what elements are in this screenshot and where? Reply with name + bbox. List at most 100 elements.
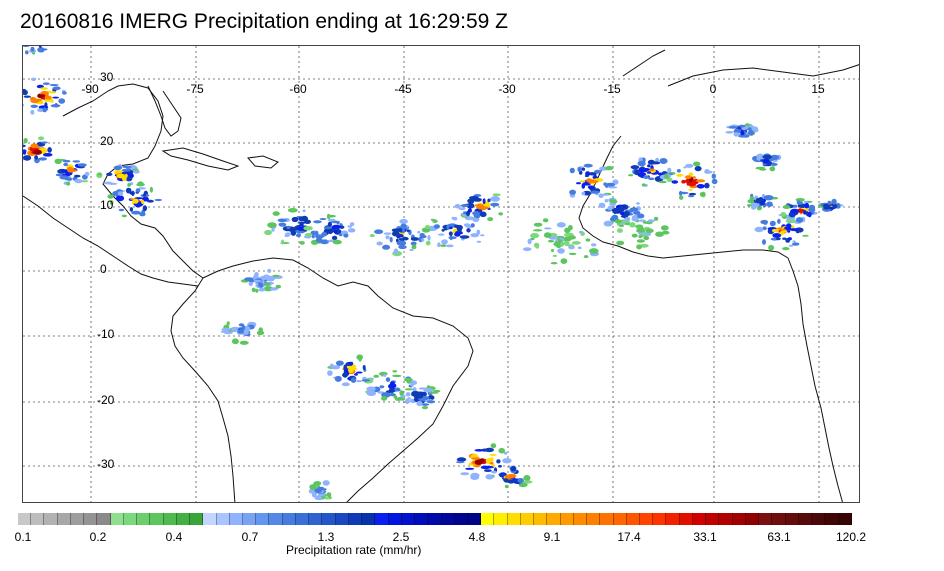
precip-cell xyxy=(23,144,26,148)
precip-cell xyxy=(349,222,355,227)
precip-cell xyxy=(327,218,336,222)
precip-cell xyxy=(742,134,750,138)
precip-cell xyxy=(382,244,391,250)
precip-cell xyxy=(522,247,532,252)
precip-cell xyxy=(331,224,341,230)
colorbar-tick-label: 120.2 xyxy=(835,530,867,544)
precip-cell xyxy=(679,196,683,199)
precip-cell xyxy=(412,244,417,249)
precip-cell xyxy=(711,178,718,185)
precip-cell xyxy=(581,191,586,196)
colorbar-cell xyxy=(348,513,363,525)
precip-cell xyxy=(588,178,594,184)
precip-cell xyxy=(643,236,650,241)
colorbar-cell xyxy=(454,513,468,525)
precip-cell xyxy=(106,172,113,176)
coastline-cuba xyxy=(161,147,240,171)
precip-cell xyxy=(507,479,515,484)
precip-cell xyxy=(23,95,31,98)
precip-cell xyxy=(763,221,768,225)
precip-cell xyxy=(646,171,652,174)
precip-cell xyxy=(504,484,509,489)
precip-cell xyxy=(302,209,306,213)
precip-cell xyxy=(313,481,322,486)
precip-cell xyxy=(141,199,145,204)
precip-cell xyxy=(471,457,481,460)
precip-cell xyxy=(122,165,132,169)
precip-cell xyxy=(795,198,805,202)
precip-cell xyxy=(563,240,570,245)
precip-cell xyxy=(503,451,508,455)
precip-cell xyxy=(827,200,832,205)
precip-cell xyxy=(421,403,430,406)
precip-cell xyxy=(490,196,500,202)
precip-cell xyxy=(347,366,355,370)
colorbar-cell xyxy=(573,513,588,525)
precip-cell xyxy=(399,390,405,396)
colorbar-cell xyxy=(176,513,191,525)
colorbar-cell xyxy=(110,513,124,525)
precip-cell xyxy=(659,158,668,164)
longitude-label: -75 xyxy=(186,82,204,96)
precip-cell xyxy=(42,107,47,113)
precip-cell xyxy=(602,193,609,196)
precip-cell xyxy=(356,380,362,383)
precip-cell xyxy=(793,204,798,208)
precip-cell xyxy=(491,470,497,474)
precip-cell xyxy=(762,154,772,160)
precip-cell xyxy=(34,98,42,102)
colorbar-cell xyxy=(812,513,826,525)
precip-cell xyxy=(465,467,475,470)
precip-cell xyxy=(241,324,246,331)
precip-cell xyxy=(474,449,484,452)
precip-cell xyxy=(271,228,275,232)
precip-cell xyxy=(583,163,593,168)
precip-cell xyxy=(264,229,272,236)
precip-cell xyxy=(303,226,313,231)
precip-cell xyxy=(623,211,630,217)
precip-cell xyxy=(334,375,342,382)
precip-cell xyxy=(149,186,153,193)
precip-cell xyxy=(441,228,445,232)
precip-cell xyxy=(121,214,127,218)
precip-cell xyxy=(398,245,407,250)
precip-cell xyxy=(590,243,597,247)
precip-cell xyxy=(647,219,654,223)
precip-cell xyxy=(594,169,602,174)
colorbar-cell xyxy=(613,513,627,525)
precip-cell xyxy=(658,180,667,184)
precip-cell xyxy=(755,167,764,170)
colorbar-cell xyxy=(732,513,746,525)
precip-cell xyxy=(523,475,531,481)
precip-cell xyxy=(667,167,672,173)
precip-cell xyxy=(635,224,644,229)
colorbar-cell xyxy=(534,513,548,525)
precip-cell xyxy=(30,143,39,149)
precip-cell xyxy=(332,239,342,245)
precip-cell xyxy=(72,160,81,163)
precip-cell xyxy=(362,364,366,371)
colorbar-cell xyxy=(719,513,733,525)
precip-cell xyxy=(264,282,271,286)
precip-cell xyxy=(49,84,59,86)
precipitation-map xyxy=(22,45,860,503)
precip-cell xyxy=(671,180,679,184)
colorbar-tick-label: 63.1 xyxy=(767,530,791,544)
precip-cell xyxy=(550,249,555,252)
precip-cell xyxy=(97,172,102,176)
precip-cell xyxy=(804,202,810,209)
precip-cell xyxy=(143,193,147,197)
precip-cell xyxy=(238,329,243,334)
precip-cell xyxy=(433,389,441,393)
colorbar-cell xyxy=(335,513,349,525)
precip-cell xyxy=(701,191,706,198)
colorbar-cell xyxy=(269,513,283,525)
precip-cell xyxy=(115,195,125,202)
precip-cell xyxy=(473,212,478,218)
precip-cell xyxy=(486,466,494,469)
precip-cell xyxy=(74,179,83,184)
precip-cell xyxy=(437,242,441,248)
precip-cell xyxy=(30,109,35,115)
precip-cell xyxy=(290,229,297,236)
precip-cell xyxy=(314,230,319,237)
